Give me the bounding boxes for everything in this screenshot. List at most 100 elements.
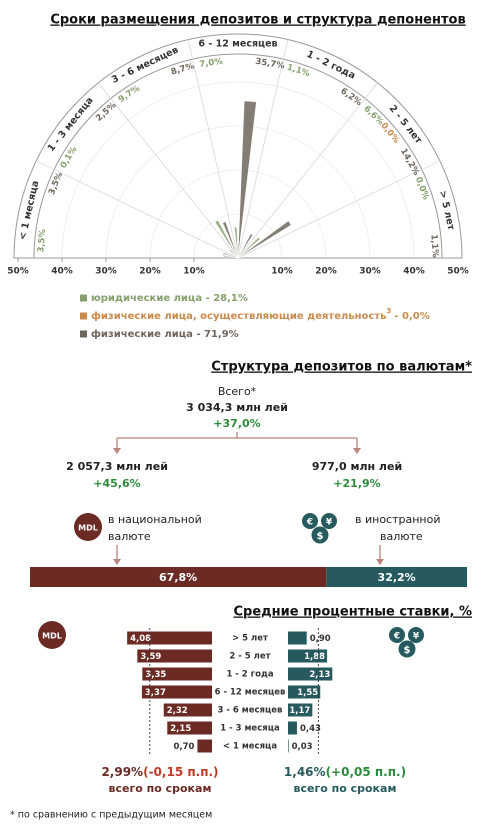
tree-connector	[116, 545, 381, 560]
icon-circle	[398, 640, 416, 658]
icon-circle	[74, 513, 102, 541]
bar	[127, 631, 212, 645]
value-label: 1,88	[304, 652, 325, 662]
category-label: 6 - 12 месяцев	[215, 688, 286, 698]
tree-total-change: +37,0%	[213, 417, 260, 430]
tree-branch-change: +21,9%	[333, 477, 380, 490]
average-note: всего по срокам	[109, 782, 212, 795]
icon-text: €	[306, 518, 313, 528]
value-label: 3,59	[140, 652, 161, 662]
average-total: 2,99%(-0,15 п.п.)	[101, 765, 218, 779]
tree-caption: в иностранной	[355, 513, 441, 526]
legend-marker	[80, 330, 87, 338]
bar	[197, 739, 212, 753]
share-segment	[30, 567, 327, 587]
icon-text: €	[393, 632, 400, 642]
band	[13, 33, 463, 259]
value-label: 4,08	[130, 634, 151, 644]
category-label: 2 - 5 лет	[229, 652, 270, 662]
currency-icon: € ¥ $	[389, 627, 424, 658]
wedge	[237, 100, 257, 259]
value-label: 3,35	[145, 670, 166, 680]
wedge	[234, 227, 239, 259]
value-label: 1,17	[289, 706, 310, 716]
wedge	[237, 220, 292, 259]
value-label: 3,5%	[36, 228, 48, 253]
bar	[288, 649, 328, 663]
bar	[288, 739, 289, 753]
tree-connector	[116, 432, 358, 449]
icon-text: $	[317, 531, 324, 542]
value-label: 3,37	[145, 688, 166, 698]
currency-icon: € ¥ $	[302, 513, 337, 544]
bar	[288, 631, 307, 645]
bar	[288, 721, 297, 735]
icon-circle	[38, 621, 66, 649]
arrowhead	[113, 559, 121, 565]
value-label: 7,0%	[199, 57, 224, 70]
r-tick-label: 30%	[95, 267, 117, 277]
tree-branch-amount: 977,0 млн лей	[312, 460, 402, 473]
legend-marker	[80, 294, 87, 302]
value-label: 1,1%	[428, 234, 439, 259]
r-tick-label: 10%	[271, 267, 293, 277]
mdl-icon: MDL	[74, 513, 102, 541]
arrowhead	[376, 559, 384, 565]
icon-text: $	[404, 645, 411, 656]
legend-marker	[80, 312, 87, 320]
bar	[288, 667, 333, 681]
share-label: 32,2%	[378, 571, 416, 584]
sector-divider	[237, 160, 440, 259]
wedge	[237, 256, 244, 259]
r-tick-label: 40%	[51, 267, 73, 277]
bar	[137, 649, 212, 663]
bar	[288, 703, 313, 717]
value-label: 0,70	[173, 742, 194, 752]
sector-divider	[237, 82, 378, 259]
category-label: > 5 лет	[232, 634, 268, 644]
chart-title: Структура депозитов по валютам*	[211, 360, 472, 375]
legend-text: юридические лица - 28,1%	[91, 293, 248, 304]
category-label: < 1 месяца	[223, 742, 277, 752]
r-tick-label: 10%	[183, 267, 205, 277]
icon-circle	[408, 627, 424, 643]
bar	[141, 685, 212, 699]
r-tick-label: 20%	[139, 267, 161, 277]
wedge	[214, 220, 239, 259]
footnote: * по сравнению с предыдущим месяцем	[10, 810, 212, 821]
arrowhead	[353, 448, 361, 454]
r-tick-label: 50%	[7, 267, 29, 277]
legend-note: 3	[386, 307, 391, 315]
wedge	[237, 233, 253, 259]
chart-title: Сроки размещения депозитов и структура д…	[50, 13, 465, 28]
sector-divider	[98, 82, 239, 259]
tree-branch-change: +45,6%	[93, 477, 140, 490]
icon-text: MDL	[42, 632, 62, 641]
legend-label: физические лица - 71,9%	[91, 328, 239, 340]
tree-total-label: Всего*	[218, 385, 257, 398]
icon-text: ¥	[326, 518, 333, 528]
value-label: 0,43	[300, 724, 321, 734]
wedge	[222, 252, 239, 259]
value-label: 2,15	[170, 724, 191, 734]
legend-text: физические лица, осуществляющие деятельн…	[91, 310, 386, 322]
icon-circle	[311, 526, 329, 544]
value-label: 1,55	[297, 688, 318, 698]
chart-title: Средние процентные ставки, %	[233, 605, 472, 620]
bar	[163, 703, 212, 717]
value-label: 0,90	[310, 634, 331, 644]
wedge	[229, 249, 239, 259]
average-total: 1,46%(+0,05 п.п.)	[284, 765, 406, 779]
tree-branch-amount: 2 057,3 млн лей	[66, 460, 168, 473]
r-tick-label: 30%	[359, 267, 381, 277]
arrowhead	[113, 448, 121, 454]
icon-circle	[302, 513, 318, 529]
value-label: 35,7%	[255, 57, 286, 72]
tree-caption: в национальной	[108, 513, 202, 526]
wedge	[222, 254, 239, 259]
wedge	[222, 221, 239, 259]
category-label: 1 - 3 месяца	[220, 724, 280, 734]
average-change: (-0,15 п.п.)	[143, 765, 218, 779]
share-label: 67,8%	[159, 571, 197, 584]
